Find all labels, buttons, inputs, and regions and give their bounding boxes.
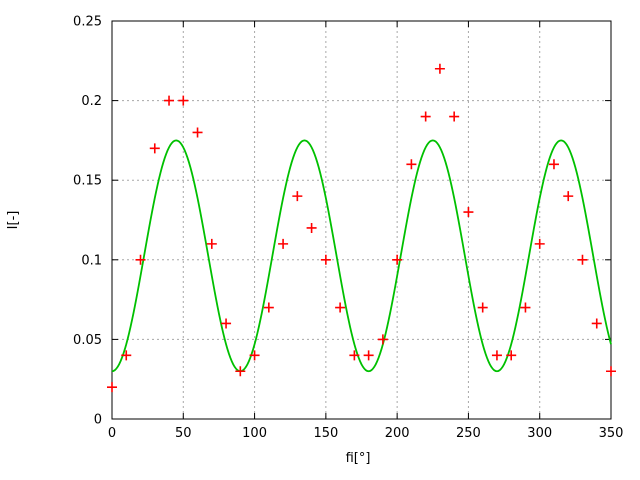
plot-border (111, 20, 612, 420)
y-tick-label: 0.1 (81, 253, 102, 268)
x-tick-label: 0 (108, 426, 116, 441)
axis-ticks (111, 20, 612, 420)
data-point-marker (563, 191, 574, 202)
data-point-marker (263, 302, 274, 313)
data-point-marker (235, 366, 246, 377)
x-tick-label: 300 (527, 426, 552, 441)
data-point-marker (420, 111, 431, 122)
data-point-marker (506, 350, 517, 361)
data-point-marker (249, 350, 260, 361)
data-point-marker (363, 350, 374, 361)
data-point-marker (206, 238, 217, 249)
y-tick-labels: 0 0.05 0.1 0.15 0.2 0.25 (73, 15, 102, 428)
data-point-marker (548, 159, 559, 170)
y-tick-label: 0.25 (73, 15, 102, 30)
x-tick-labels: 0 50 100 150 200 250 300 350 (108, 426, 624, 441)
data-point-marker (292, 191, 303, 202)
y-tick-label: 0 (94, 413, 102, 428)
x-axis-label: fi[°] (346, 451, 371, 466)
data-point-marker (320, 254, 331, 265)
data-point-marker (406, 159, 417, 170)
y-tick-label: 0.15 (73, 174, 102, 189)
data-point-marker (192, 127, 203, 138)
data-point-marker (121, 350, 132, 361)
data-point-marker (221, 318, 232, 329)
border-rect (111, 20, 612, 420)
x-tick-label: 50 (175, 426, 192, 441)
x-tick-label: 350 (599, 426, 624, 441)
data-point-marker (491, 350, 502, 361)
y-axis-label: I[-] (6, 211, 21, 230)
x-tick-label: 250 (456, 426, 481, 441)
data-point-marker (335, 302, 346, 313)
data-point-marker (164, 95, 175, 106)
data-point-marker (135, 254, 146, 265)
y-tick-label: 0.2 (81, 94, 102, 109)
data-point-marker (463, 207, 474, 218)
fit-curve-path (111, 139, 612, 373)
x-tick-label: 100 (242, 426, 267, 441)
data-point-marker (178, 95, 189, 106)
data-point-marker (534, 238, 545, 249)
data-point-marker (577, 254, 588, 265)
data-point-marker (349, 350, 360, 361)
data-point-marker (477, 302, 488, 313)
x-tick-label: 150 (313, 426, 338, 441)
data-point-marker (107, 382, 117, 393)
data-point-marker (278, 238, 289, 249)
data-point-marker (591, 318, 602, 329)
fit-curve-series (111, 139, 612, 373)
data-point-marker (377, 334, 388, 345)
x-tick-label: 200 (385, 426, 410, 441)
data-point-marker (520, 302, 531, 313)
data-point-marker (434, 63, 445, 74)
scatter-series (107, 63, 616, 393)
data-point-marker (449, 111, 460, 122)
data-point-marker (306, 222, 317, 233)
data-point-marker (392, 254, 403, 265)
data-point-marker (149, 143, 160, 154)
y-tick-label: 0.05 (73, 333, 102, 348)
data-point-marker (606, 366, 616, 377)
